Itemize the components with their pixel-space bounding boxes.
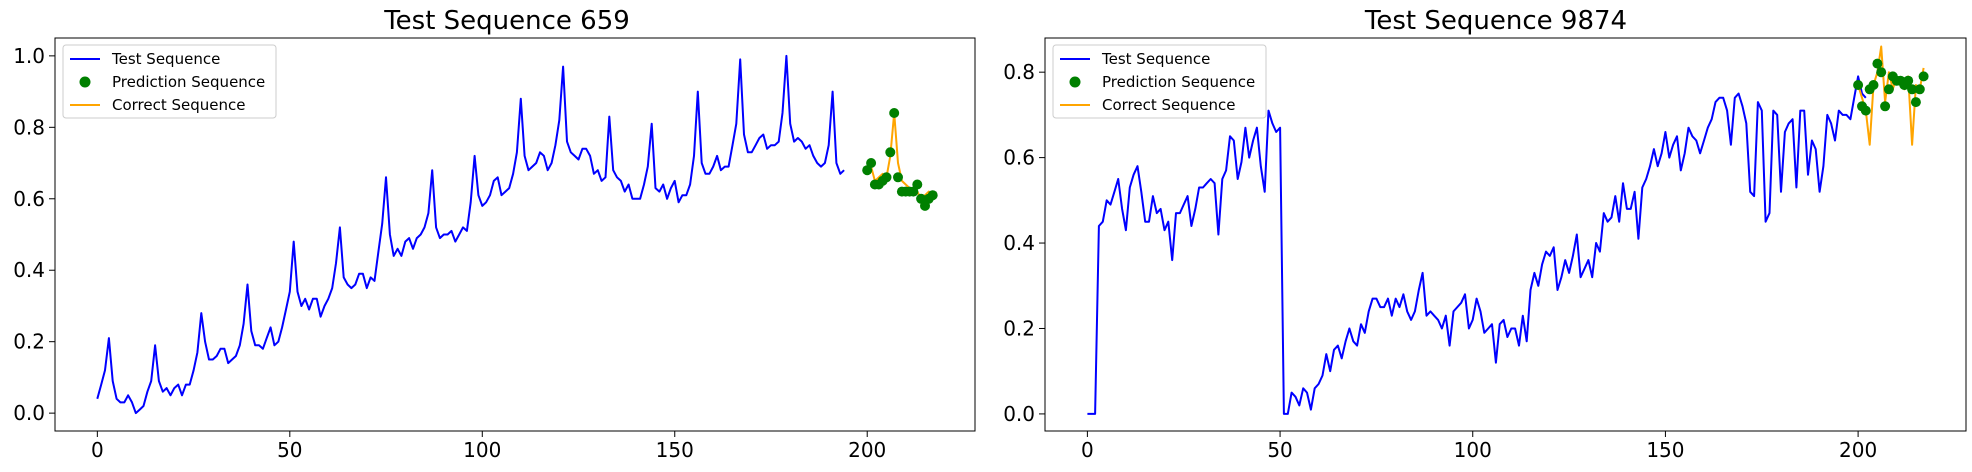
- prediction-point: [1853, 80, 1864, 90]
- prediction-point: [866, 158, 877, 168]
- prediction-point: [1860, 105, 1871, 116]
- prediction-point: [893, 172, 903, 183]
- prediction-points: [862, 108, 938, 211]
- legend: Test Sequence Prediction Sequence Correc…: [1052, 44, 1267, 119]
- y-tick-label: 0.0: [1003, 402, 1035, 426]
- y-tick-label: 0.8: [1003, 60, 1035, 84]
- y-tick-label: 0.0: [13, 401, 45, 425]
- chart-title: Test Sequence 659: [383, 6, 630, 36]
- legend: Test Sequence Prediction Sequence Correc…: [62, 44, 277, 119]
- y-tick-label: 0.6: [1003, 146, 1035, 170]
- legend-marker-prediction: [79, 76, 91, 88]
- y-axis: 0.0 0.2 0.4 0.6 0.8: [1003, 60, 1045, 426]
- prediction-point: [1880, 101, 1891, 112]
- chart-test-sequence-659: Test Sequence 659 0 50 100 150 200 0.0 0.2 0.4…: [13, 6, 976, 462]
- x-axis: 0 50 100 150 200: [1081, 431, 1877, 462]
- x-tick-label: 200: [848, 438, 886, 462]
- x-tick-label: 50: [1267, 438, 1292, 462]
- legend-label-test: Test Sequence: [1101, 50, 1210, 68]
- legend-marker-prediction: [1069, 76, 1081, 88]
- prediction-point: [1910, 97, 1921, 108]
- prediction-point: [1903, 75, 1914, 86]
- x-tick-label: 200: [1839, 438, 1877, 462]
- legend-box: [1052, 44, 1267, 119]
- y-tick-label: 0.2: [1003, 316, 1035, 340]
- test-sequence-line: [96, 54, 845, 415]
- prediction-point: [1914, 84, 1925, 95]
- plot-frame: [1044, 37, 1967, 432]
- x-tick-label: 150: [1646, 438, 1684, 462]
- test-sequence-line: [1087, 75, 1867, 415]
- y-tick-label: 0.4: [13, 258, 45, 282]
- prediction-point: [1872, 58, 1883, 69]
- legend-label-correct: Correct Sequence: [1102, 96, 1236, 114]
- prediction-point: [881, 172, 892, 183]
- x-tick-label: 150: [656, 438, 694, 462]
- legend-label-correct: Correct Sequence: [112, 96, 246, 114]
- chart-title: Test Sequence 9874: [1364, 6, 1627, 36]
- y-tick-label: 1.0: [13, 44, 45, 68]
- prediction-point: [885, 147, 896, 158]
- chart-test-sequence-9874: Test Sequence 9874 0 50 100 150 200 0.00.20.…: [1003, 6, 1967, 462]
- prediction-point: [1883, 84, 1894, 95]
- legend-label-prediction: Prediction Sequence: [1102, 73, 1255, 91]
- prediction-points: [1853, 58, 1929, 116]
- prediction-point: [1876, 67, 1887, 78]
- x-tick-label: 0: [91, 438, 104, 462]
- x-axis: 0 50 100 150 200: [91, 431, 886, 462]
- y-tick-label: 0.8: [13, 115, 45, 139]
- prediction-point: [1907, 84, 1918, 95]
- x-tick-label: 100: [463, 438, 501, 462]
- plot-frame: [54, 37, 976, 432]
- legend-label-test: Test Sequence: [111, 50, 220, 68]
- prediction-point: [889, 108, 900, 118]
- y-tick-label: 0.6: [13, 187, 45, 211]
- prediction-point: [1918, 71, 1929, 82]
- x-tick-label: 50: [277, 438, 302, 462]
- legend-label-prediction: Prediction Sequence: [112, 73, 265, 91]
- legend-box: [62, 44, 277, 119]
- y-tick-label: 0.4: [1003, 231, 1035, 255]
- prediction-point: [912, 179, 923, 190]
- prediction-point: [1868, 80, 1879, 90]
- x-tick-label: 0: [1081, 438, 1094, 462]
- y-tick-label: 0.2: [13, 330, 45, 354]
- prediction-point: [927, 190, 938, 201]
- x-tick-label: 100: [1454, 438, 1492, 462]
- y-axis: 0.0 0.2 0.4 0.6 0.8 1.0: [13, 44, 55, 425]
- correct-sequence-line: [1857, 45, 1925, 146]
